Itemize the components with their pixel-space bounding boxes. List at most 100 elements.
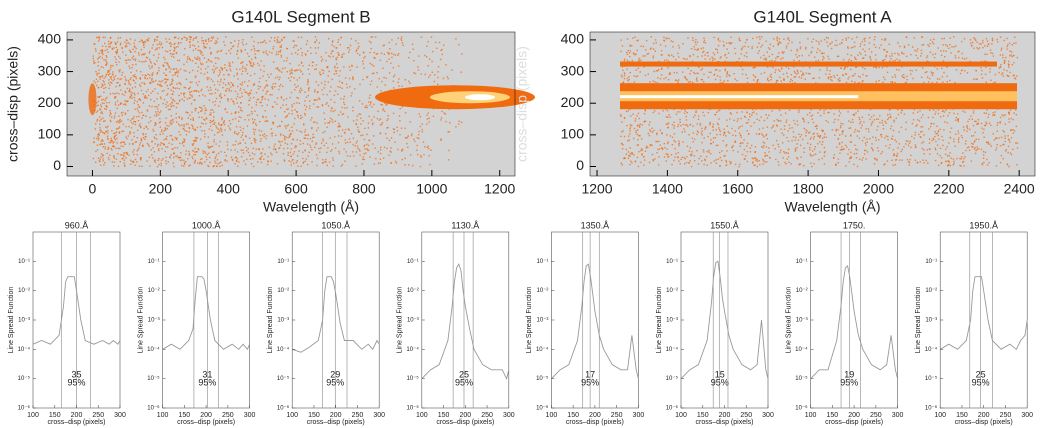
count-dot: [773, 38, 774, 39]
count-dot: [633, 53, 634, 54]
count-dot: [155, 49, 156, 50]
count-dot: [338, 114, 339, 115]
count-dot: [210, 40, 211, 41]
count-dot: [154, 115, 155, 116]
count-dot: [875, 59, 876, 60]
count-dot: [796, 157, 797, 158]
count-dot: [129, 91, 130, 92]
count-dot: [152, 81, 153, 82]
count-dot: [686, 162, 687, 163]
count-dot: [882, 82, 883, 83]
count-dot: [689, 150, 690, 151]
count-dot: [250, 159, 251, 160]
count-dot: [239, 116, 240, 117]
count-dot: [855, 129, 856, 130]
count-dot: [326, 102, 327, 103]
count-dot: [681, 157, 682, 158]
count-dot: [321, 82, 322, 83]
count-dot: [207, 77, 208, 78]
count-dot: [682, 43, 683, 44]
count-dot: [708, 77, 709, 78]
count-dot: [929, 78, 930, 79]
count-dot: [308, 134, 309, 135]
count-dot: [265, 86, 266, 87]
count-dot: [114, 98, 115, 99]
count-dot: [219, 74, 220, 75]
count-dot: [760, 57, 761, 58]
count-dot: [203, 43, 204, 44]
count-dot: [174, 101, 175, 102]
count-dot: [120, 103, 121, 104]
count-dot: [910, 155, 911, 156]
count-dot: [313, 137, 314, 138]
count-dot: [119, 71, 120, 72]
count-dot: [784, 129, 785, 130]
count-dot: [185, 154, 186, 155]
count-dot: [888, 117, 889, 118]
count-dot: [224, 120, 225, 121]
count-dot: [384, 111, 385, 112]
count-dot: [733, 73, 734, 74]
count-dot: [957, 119, 958, 120]
count-dot: [126, 154, 127, 155]
count-dot: [363, 146, 364, 147]
count-dot: [649, 81, 650, 82]
count-dot: [688, 81, 689, 82]
count-dot: [777, 80, 778, 81]
count-dot: [118, 93, 119, 94]
count-dot: [717, 75, 718, 76]
count-dot: [251, 90, 252, 91]
count-dot: [241, 73, 242, 74]
count-dot: [930, 52, 931, 53]
count-dot: [878, 139, 879, 140]
count-dot: [664, 60, 665, 61]
count-dot: [119, 119, 120, 120]
count-dot: [975, 40, 976, 41]
count-dot: [986, 123, 987, 124]
count-dot: [203, 105, 204, 106]
count-dot: [760, 46, 761, 47]
count-dot: [335, 90, 336, 91]
count-dot: [780, 120, 781, 121]
count-dot: [933, 139, 934, 140]
count-dot: [794, 76, 795, 77]
count-dot: [257, 63, 258, 64]
count-dot: [138, 52, 139, 53]
count-dot: [358, 46, 359, 47]
count-dot: [204, 151, 205, 152]
count-dot: [242, 71, 243, 72]
count-dot: [959, 165, 960, 166]
count-dot: [402, 106, 403, 107]
count-dot: [191, 95, 192, 96]
count-dot: [278, 42, 279, 43]
count-dot: [763, 136, 764, 137]
count-dot: [108, 82, 109, 83]
count-dot: [276, 42, 277, 43]
count-dot: [905, 129, 906, 130]
count-dot: [923, 134, 924, 135]
count-dot: [191, 82, 192, 83]
count-dot: [411, 135, 412, 136]
count-dot: [369, 156, 370, 157]
count-dot: [963, 158, 964, 159]
count-dot: [262, 148, 263, 149]
count-dot: [153, 55, 154, 56]
count-dot: [380, 118, 381, 119]
count-dot: [130, 38, 131, 39]
count-dot: [898, 131, 899, 132]
count-dot: [684, 113, 685, 114]
count-dot: [102, 113, 103, 114]
count-dot: [220, 162, 221, 163]
count-dot: [413, 49, 414, 50]
count-dot: [171, 102, 172, 103]
count-dot: [112, 142, 113, 143]
count-dot: [408, 57, 409, 58]
count-dot: [259, 149, 260, 150]
count-dot: [200, 111, 201, 112]
count-dot: [748, 119, 749, 120]
count-dot: [698, 119, 699, 120]
count-dot: [382, 122, 383, 123]
count-dot: [140, 77, 141, 78]
count-dot: [713, 58, 714, 59]
count-dot: [263, 159, 264, 160]
